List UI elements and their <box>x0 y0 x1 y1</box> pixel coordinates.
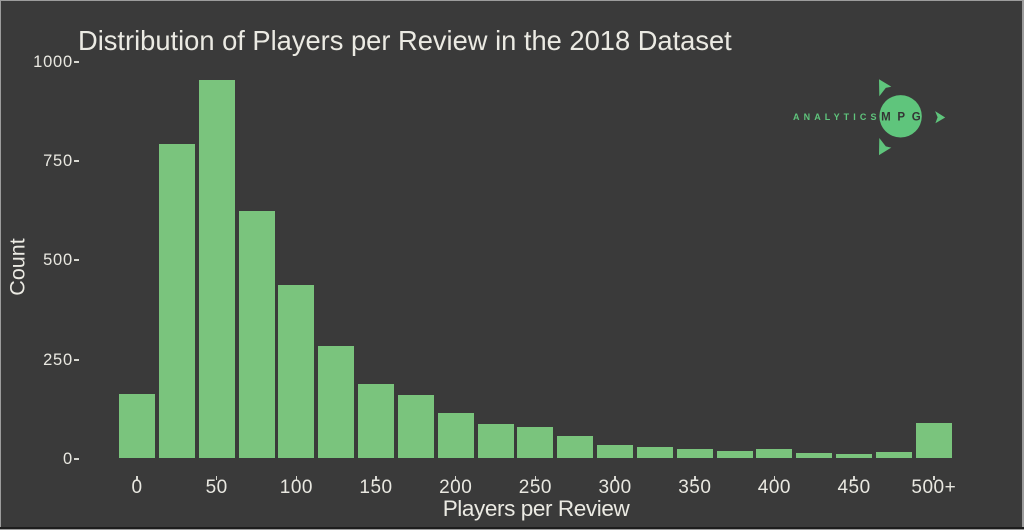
svg-text:MPG: MPG <box>881 112 927 124</box>
svg-text:ANALYTICS: ANALYTICS <box>793 112 881 122</box>
